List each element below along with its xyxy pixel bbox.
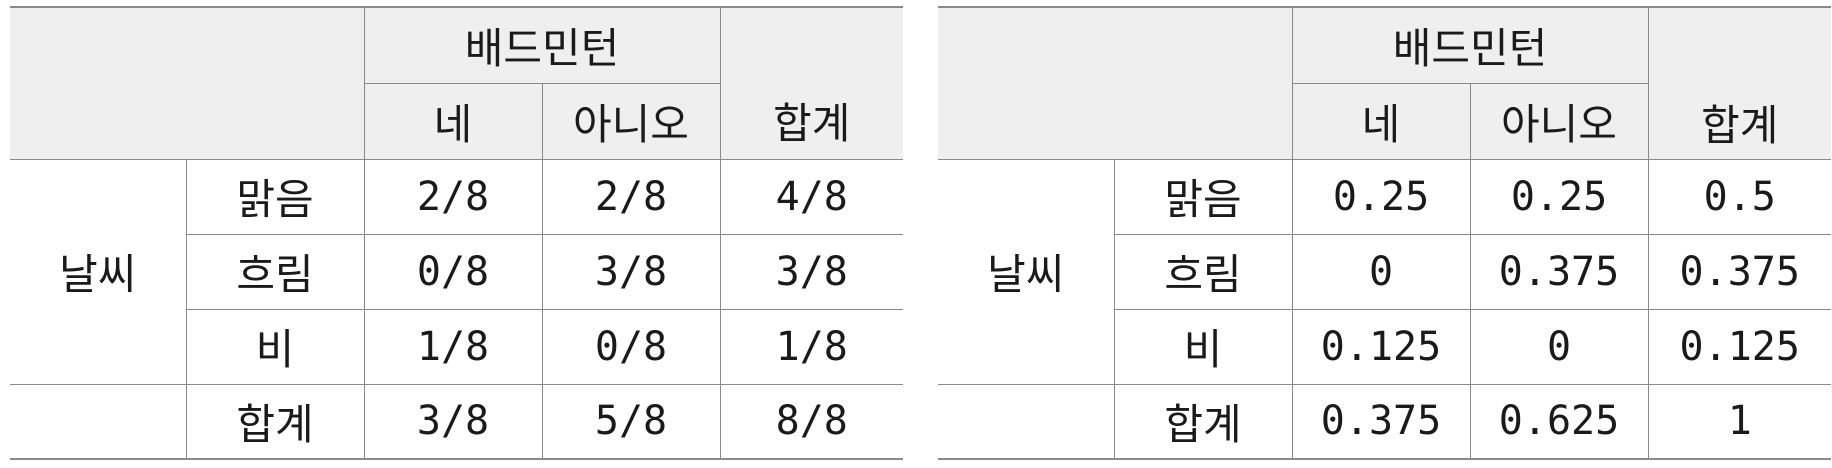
cell-no: 0.625: [1469, 383, 1649, 460]
fraction-table: 배드민턴 네 아니오 합계 날씨 맑음 2/8 2/8 4/8 흐림 0/8 3…: [10, 6, 903, 460]
corner-cell: [938, 6, 1293, 160]
cell-total: 0.375: [1647, 233, 1831, 310]
col-header-total: 합계: [1647, 83, 1831, 160]
cell-total: 1: [1647, 383, 1831, 460]
cell-no: 3/8: [541, 233, 721, 310]
row-label: 흐림: [185, 233, 365, 310]
col-header-no: 아니오: [541, 82, 721, 160]
cell-yes: 1/8: [363, 308, 543, 385]
cell-yes: 2/8: [363, 158, 543, 235]
total-row-label: 합계: [186, 383, 365, 460]
cell-yes: 0.25: [1291, 158, 1471, 235]
cell-no: 0/8: [541, 308, 721, 385]
total-row: 합계 3/8 5/8 8/8: [10, 383, 903, 460]
cell-no: 0.375: [1469, 233, 1649, 310]
table-row: 날씨 맑음 0.25 0.25 0.5: [938, 158, 1831, 385]
col-header-yes: 네: [1291, 82, 1471, 160]
cell-yes: 0/8: [363, 233, 543, 310]
row-label: 맑음: [185, 158, 365, 235]
row-label: 흐림: [1113, 233, 1293, 310]
cell-total: 4/8: [719, 158, 903, 235]
total-header-spacer: [1647, 6, 1831, 83]
table-row: 날씨 맑음 2/8 2/8 4/8: [10, 158, 903, 385]
table-row: 흐림 0 0.375 0.375: [938, 233, 1831, 310]
decimal-table: 배드민턴 네 아니오 합계 날씨 맑음 0.25 0.25 0.5 흐림 0 0…: [938, 6, 1831, 460]
total-row-label: 합계: [1114, 383, 1293, 460]
col-header-yes: 네: [363, 82, 543, 160]
cell-total: 3/8: [719, 233, 903, 310]
table-row: 비 1/8 0/8 1/8: [10, 308, 903, 385]
row-label: 비: [1113, 308, 1293, 385]
cell-yes: 0.125: [1291, 308, 1471, 385]
cell-yes: 0: [1291, 233, 1471, 310]
total-row-spacer: [10, 383, 187, 460]
row-group-weather: 날씨: [938, 158, 1115, 385]
cell-total: 0.5: [1647, 158, 1831, 235]
row-group-weather: 날씨: [10, 158, 187, 385]
corner-cell: [10, 6, 365, 160]
group-header-badminton: 배드민턴: [363, 6, 721, 84]
row-label: 맑음: [1113, 158, 1293, 235]
total-row: 합계 0.375 0.625 1: [938, 383, 1831, 460]
col-header-no: 아니오: [1469, 82, 1649, 160]
cell-no: 2/8: [541, 158, 721, 235]
cell-no: 0.25: [1469, 158, 1649, 235]
table-row: 흐림 0/8 3/8 3/8: [10, 233, 903, 310]
group-header-badminton: 배드민턴: [1291, 6, 1649, 84]
row-label: 비: [185, 308, 365, 385]
table-row: 비 0.125 0 0.125: [938, 308, 1831, 385]
total-header-spacer: [719, 6, 903, 83]
cell-yes: 0.375: [1291, 383, 1471, 460]
cell-total: 0.125: [1647, 308, 1831, 385]
cell-total: 8/8: [719, 383, 903, 460]
total-row-spacer: [938, 383, 1115, 460]
cell-no: 5/8: [541, 383, 721, 460]
cell-yes: 3/8: [363, 383, 543, 460]
col-header-total: 합계: [719, 83, 903, 160]
cell-total: 1/8: [719, 308, 903, 385]
cell-no: 0: [1469, 308, 1649, 385]
